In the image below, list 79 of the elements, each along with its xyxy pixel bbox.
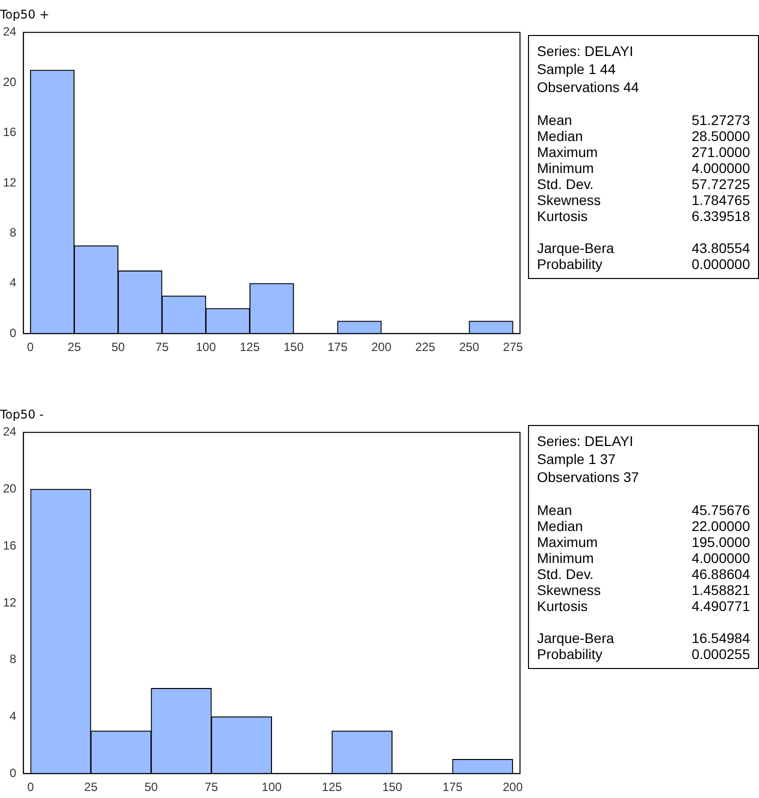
text: Mean	[537, 502, 572, 518]
text: 57.72725	[692, 176, 750, 192]
y-tick-label: 8	[10, 652, 17, 666]
text: Observations 37	[537, 468, 640, 486]
y-tick-label: 12	[2, 595, 17, 610]
x-tick-label: 175	[327, 340, 348, 354]
x-tick-label: 25	[84, 780, 98, 794]
y-tick-label: 0	[10, 326, 17, 340]
y-tick-label: 4	[10, 276, 17, 290]
x-tick-label: 50	[111, 340, 126, 354]
x-tick-label: 150	[382, 780, 403, 794]
text: 0.000255	[692, 646, 750, 662]
text: Sample 1 37	[537, 450, 617, 468]
x-tick-label: 150	[284, 340, 304, 354]
text: Median	[537, 518, 583, 534]
text: 45.75676	[692, 502, 750, 518]
text: Std. Dev.	[537, 566, 594, 582]
x-tick-label: 0	[27, 340, 34, 354]
x-tick-label: 200	[371, 340, 392, 354]
text: 28.50000	[692, 128, 750, 144]
text: 22.00000	[692, 518, 750, 534]
x-tick-label: 225	[415, 340, 436, 354]
text: Jarque-Bera	[537, 240, 614, 256]
text: Skewness	[537, 582, 601, 598]
text: 4.000000	[692, 550, 750, 566]
x-tick-label: 25	[68, 340, 82, 354]
text: Jarque-Bera	[537, 630, 614, 646]
text: Series: DELAYI	[537, 42, 634, 60]
text: 51.27273	[692, 112, 750, 128]
x-tick-label: 75	[155, 340, 169, 354]
y-tick-label: 20	[2, 74, 17, 89]
text: Probability	[537, 646, 602, 662]
text: Minimum	[537, 160, 594, 176]
x-tick-label: 250	[459, 340, 480, 354]
text: Maximum	[537, 534, 598, 550]
x-tick-label: 125	[240, 340, 260, 354]
text: Kurtosis	[537, 208, 588, 224]
x-tick-label: 125	[322, 780, 342, 794]
chart-title: Top50 -	[0, 407, 44, 422]
text: Mean	[537, 112, 572, 128]
text: Kurtosis	[537, 598, 588, 614]
y-tick-label: 24	[2, 24, 17, 39]
text: Maximum	[537, 144, 598, 160]
text: 0.000000	[692, 256, 750, 272]
x-tick-label: 75	[204, 780, 218, 794]
text: 16.54984	[692, 630, 750, 646]
text: Observations 44	[537, 78, 640, 96]
y-tick-label: 8	[10, 226, 17, 240]
text: 195.0000	[692, 534, 750, 550]
text: Sample 1 44	[537, 60, 617, 78]
text: 46.88604	[692, 566, 750, 582]
x-tick-label: 50	[144, 780, 158, 794]
x-tick-label: 275	[502, 340, 524, 354]
chart-title: Top50 +	[0, 7, 50, 22]
y-tick-label: 16	[2, 125, 17, 140]
text: Probability	[537, 256, 602, 272]
x-tick-label: 100	[196, 340, 216, 354]
text: 6.339518	[692, 208, 750, 224]
text: 43.80554	[692, 240, 750, 256]
y-tick-label: 12	[2, 175, 17, 190]
x-tick-label: 175	[442, 780, 463, 794]
text: Series: DELAYI	[537, 432, 634, 450]
text: 4.490771	[692, 598, 750, 614]
x-tick-label: 100	[262, 780, 282, 794]
y-tick-label: 4	[10, 709, 17, 724]
y-tick-label: 24	[2, 424, 17, 439]
y-tick-label: 0	[10, 766, 17, 780]
text: 4.000000	[692, 160, 750, 176]
x-tick-label: 0	[27, 780, 34, 794]
text: 271.0000	[692, 144, 750, 160]
text: 1.784765	[692, 192, 750, 208]
text: 1.458821	[692, 582, 750, 598]
y-tick-label: 20	[2, 482, 17, 496]
text: Std. Dev.	[537, 176, 594, 192]
y-tick-label: 16	[2, 538, 17, 552]
text: Median	[537, 128, 583, 144]
text: Minimum	[537, 550, 594, 566]
x-tick-label: 200	[502, 780, 524, 794]
text: Skewness	[537, 192, 601, 208]
